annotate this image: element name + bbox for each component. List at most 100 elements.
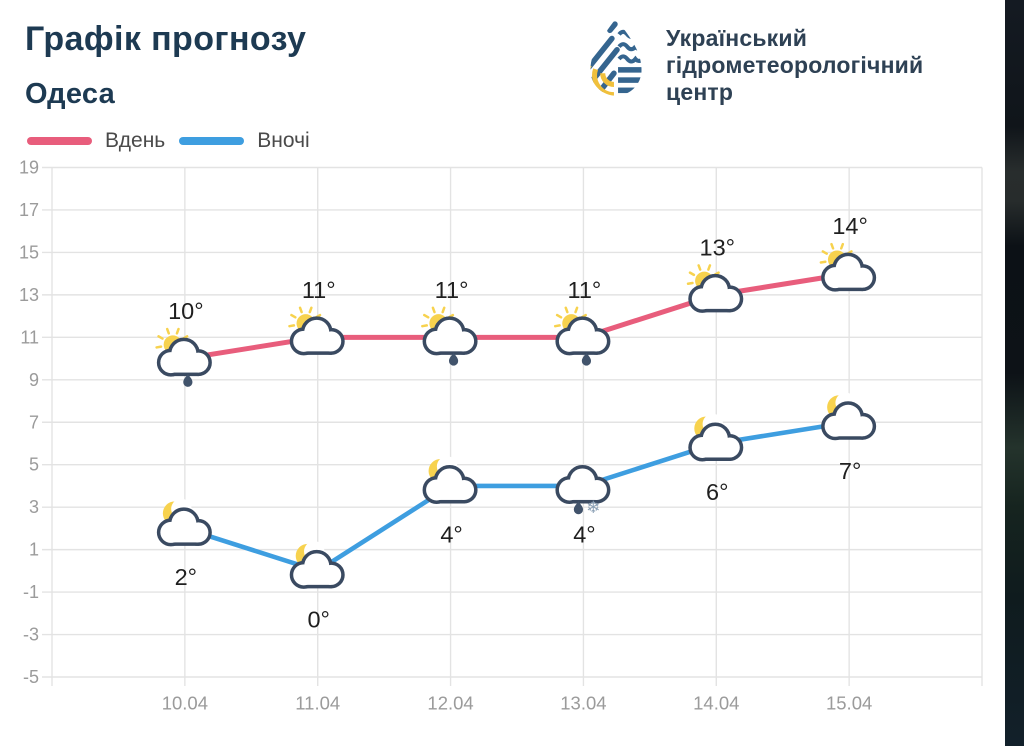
temperature-label: 4° [440,521,462,547]
rain-drop-icon [573,501,584,515]
uhmc-drop-logo-icon [590,21,642,96]
sun-ray [423,313,430,319]
sun-ray [165,327,171,335]
sun-ray [821,250,829,255]
sun-ray [697,264,702,271]
temperature-label: 13° [700,234,736,260]
cloud-icon-fill [170,528,199,543]
cloud-icon-fill [170,358,199,373]
uhmc-logo: Український гідрометеорологічний центр [583,16,923,108]
y-axis-tick-label: 15 [19,242,39,262]
night-legend-label: Вночі [257,129,310,152]
moon-cloud-weather-icon [156,498,212,547]
sun-cloud-weather-icon [288,306,345,356]
temperature-label: 7° [839,458,861,484]
day-line [182,271,852,362]
sun-cloud-rain-weather-icon [421,306,478,366]
moon-cloud-weather-icon [821,392,877,441]
moon-cloud-weather-icon [688,413,744,462]
y-axis-tick-label: 5 [29,455,39,475]
temperature-label: 0° [307,606,329,632]
page-title: Графік прогнозу [25,20,307,58]
sun-ray [308,306,313,314]
cloud-icon-fill [436,337,465,352]
weather-icons: ❄ [155,242,877,589]
dark-background-edge [1005,0,1024,746]
day-legend-label: Вдень [105,129,166,152]
sun-ray [688,271,696,277]
logo-yellow-arcs [590,63,615,96]
moon-cloud-weather-icon [422,456,478,504]
cloud-icon-fill [835,422,863,437]
sun-ray [555,313,563,319]
sun-cloud-weather-icon [819,242,877,292]
sun-ray [819,260,827,264]
sun-cloud-weather-icon [686,264,744,313]
sun-ray [175,327,180,335]
y-axis-tick-label: 7 [29,412,39,432]
sun-ray [830,242,835,250]
rain-drop-icon [183,374,193,387]
logo-text-line3: центр [666,79,734,105]
temperature-label: 4° [573,521,595,547]
cloud-icon-fill [702,294,730,309]
y-axis-tick-label: 17 [19,200,39,220]
sun-ray [155,345,163,349]
temperature-label: 6° [706,479,728,505]
cloud-icon-fill [303,337,332,352]
grid-lines: 19 17 15 13 11 9 7 5 3 1 -1 -3 -5 10.04 11.04 12.04 13.0… [19,158,983,714]
sun-ray [298,306,303,314]
cloud-icon-fill [303,570,332,585]
y-axis-tick-label: 3 [29,497,39,517]
day-legend-swatch [27,137,92,145]
y-axis-tick-label: 13 [19,285,39,305]
logo-horizontal-stripes [618,67,642,94]
sun-ray [421,324,429,328]
rain-drop-icon [448,352,459,366]
legend-item-night: Вночі [179,129,310,153]
cloud-rain-snow-weather-icon: ❄ [555,464,611,518]
sun-ray [441,306,446,314]
logo-text-line2: гідрометеорологічний [666,52,924,78]
cloud-icon-fill [702,443,730,458]
y-axis-tick-label: -5 [23,667,39,687]
temperature-label: 11° [568,277,602,303]
cloud-icon-fill [569,337,597,352]
sun-ray [290,313,297,319]
sun-ray [431,306,436,314]
chart-legend: Вдень Вночі [27,129,310,153]
snowflake-icon: ❄ [586,498,600,518]
logo-text-line1: Український [666,25,808,51]
value-labels: 10° 11° 11° 11° 13° 14° 2° 0° 4° 4° 6° 7° [168,213,868,632]
x-axis-tick-label: 12.04 [427,693,473,714]
y-axis-tick-label: -1 [23,582,39,602]
y-axis-tick-label: 11 [20,327,39,347]
cloud-icon-fill [835,273,863,288]
sun-ray [839,242,845,250]
temperature-label: 2° [175,564,197,590]
x-axis-tick-label: 13.04 [560,693,606,714]
x-axis-tick-label: 11.04 [295,693,340,714]
y-axis-tick-label: 19 [19,158,39,178]
sun-ray [564,306,569,314]
rain-drop-icon [581,352,592,366]
logo-text: Український гідрометеорологічний центр [666,16,923,106]
sun-ray [707,264,712,271]
temperature-label: 11° [302,277,336,303]
night-legend-swatch [179,137,245,145]
cloud-icon-fill [569,485,597,500]
moon-cloud-weather-icon [289,541,345,589]
sun-ray [574,306,579,314]
sun-cloud-rain-weather-icon [553,306,611,366]
sun-ray [288,324,296,328]
temperature-label: 10° [168,298,204,324]
temperature-label: 11° [435,277,469,303]
sun-ray [157,335,164,340]
legend-item-day: Вдень [27,129,165,153]
y-axis-tick-label: 9 [29,370,39,390]
temperature-label: 14° [832,213,868,239]
x-axis-tick-label: 15.04 [826,693,872,714]
x-axis-tick-label: 14.04 [693,693,739,714]
